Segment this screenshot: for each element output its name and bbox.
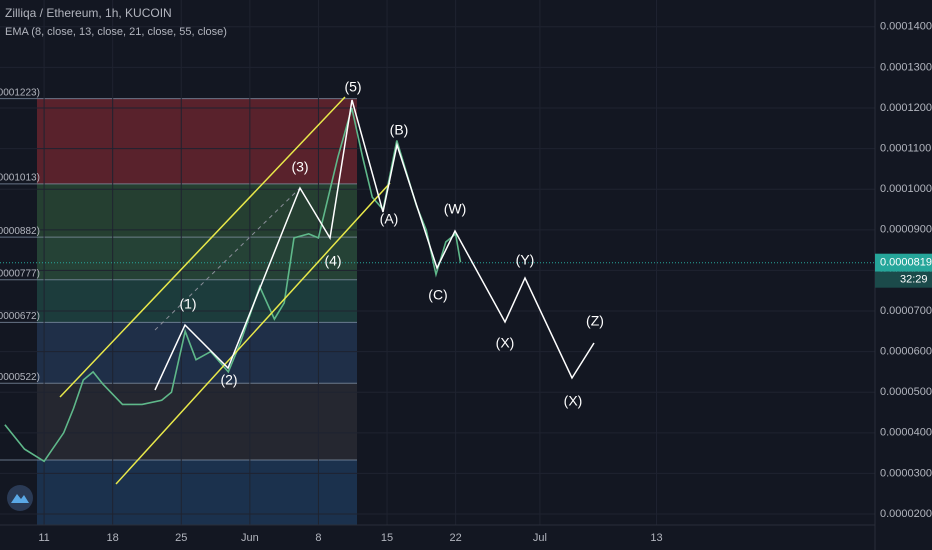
fib-label: (0.0001013) (0, 173, 40, 184)
chart-title: Zilliqa / Ethereum, 1h, KUCOIN (5, 6, 172, 20)
y-tick-label: 0.0001000 (880, 183, 932, 195)
countdown-label: 32:29 (900, 274, 928, 286)
wave-label: (B) (390, 122, 409, 138)
wave-drawing (154, 99, 595, 391)
wave-label: (4) (324, 253, 341, 269)
fib-band (37, 460, 357, 525)
x-tick-label: Jun (241, 532, 259, 544)
y-tick-label: 0.0001400 (880, 21, 932, 33)
y-tick-label: 0.0000500 (880, 386, 932, 398)
y-tick-label: 0.0001200 (880, 102, 932, 114)
x-tick-label: 25 (175, 532, 187, 544)
y-tick-label: 0.0000200 (880, 508, 932, 520)
fib-band (37, 98, 357, 184)
wave-label: (W) (444, 201, 467, 217)
fib-label: (0.0000672) (0, 311, 40, 322)
fib-label: (0.0000522) (0, 372, 40, 383)
countdown-tag (875, 271, 932, 288)
x-tick-label: 15 (381, 532, 393, 544)
wave-label: (3) (291, 159, 308, 175)
wave-label: (1) (179, 296, 196, 312)
wave-label: (X) (564, 393, 583, 409)
channel-mid (154, 187, 301, 331)
wave-label: (C) (428, 287, 447, 303)
y-tick-label: 0.0001100 (880, 143, 931, 155)
channel-upper (59, 96, 346, 398)
wave-label: (5) (344, 79, 361, 95)
y-tick-label: 0.0000700 (880, 305, 932, 317)
wave-label: (X) (496, 335, 515, 351)
fib-band (37, 322, 357, 384)
wave-label: (2) (220, 372, 237, 388)
wave-label: (A) (380, 211, 399, 227)
fib-band (37, 279, 357, 323)
x-tick-label: Jul (533, 532, 547, 544)
channel-lower (115, 182, 391, 485)
y-tick-label: 0.0000900 (880, 224, 932, 236)
x-tick-label: 8 (315, 532, 321, 544)
y-tick-label: 0.0001300 (880, 61, 932, 73)
logo-mark (11, 494, 29, 503)
y-tick-label: 0.0000400 (880, 427, 932, 439)
x-tick-label: 13 (650, 532, 662, 544)
price-tag (875, 253, 932, 272)
x-tick-label: 18 (107, 532, 119, 544)
x-tick-label: 22 (450, 532, 462, 544)
fib-label: (0.0000777) (0, 268, 40, 279)
indicator-legend: EMA (8, close, 13, close, 21, close, 55,… (5, 26, 227, 38)
wave-label: (Z) (586, 313, 604, 329)
fib-band (37, 237, 357, 280)
y-tick-label: 0.0000300 (880, 467, 932, 479)
y-tick-label: 0.0000600 (880, 346, 932, 358)
fib-label: (0.0000882) (0, 226, 40, 237)
wave-label: (Y) (516, 252, 535, 268)
x-tick-label: 11 (38, 532, 49, 544)
price-tag-label: 0.0000819 (880, 257, 932, 269)
fib-band (37, 183, 357, 238)
fib-label: (0.0001223) (0, 87, 40, 98)
